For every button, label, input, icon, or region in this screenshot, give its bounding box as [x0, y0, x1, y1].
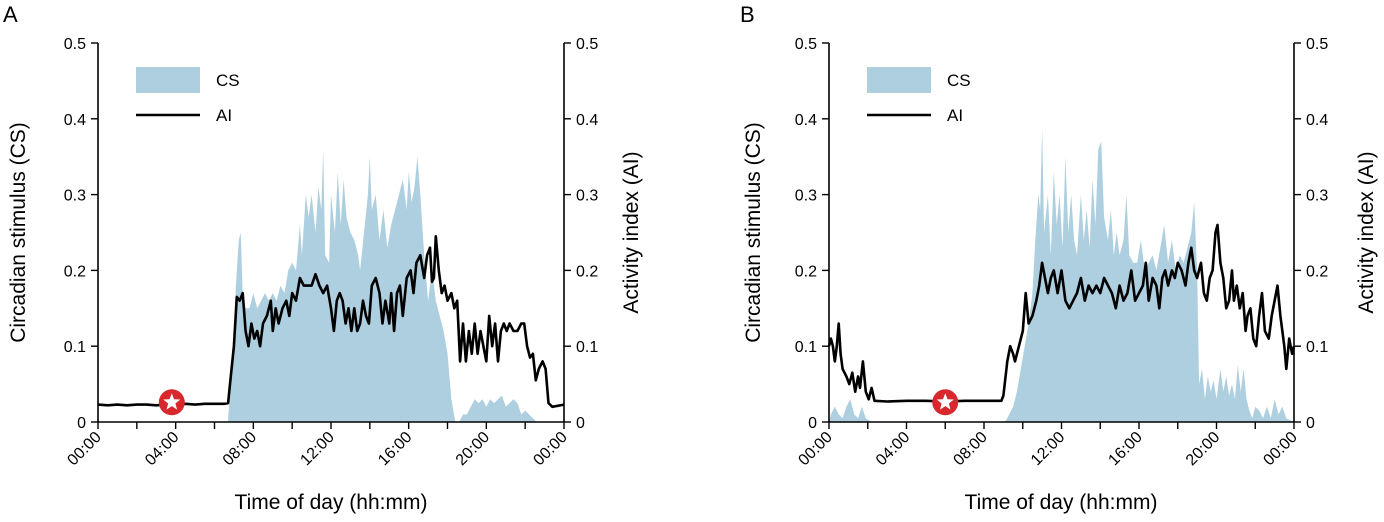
y-axis-title-right: Activity index (AI)	[1355, 151, 1378, 313]
x-axis-title: Time of day (hh:mm)	[235, 491, 428, 514]
legend-cs-label: CS	[947, 71, 971, 90]
x-tick-label: 00:00	[795, 429, 835, 469]
x-tick-label: 08:00	[220, 429, 260, 469]
y-tick-label-left: 0	[808, 415, 817, 432]
y-tick-label-left: 0.1	[795, 339, 817, 356]
x-tick-label: 08:00	[950, 429, 990, 469]
y-tick-label-right: 0.3	[1306, 188, 1328, 205]
y-tick-label-right: 0.1	[576, 339, 598, 356]
y-tick-label-left: 0.5	[64, 36, 86, 53]
x-tick-label: 00:00	[530, 429, 570, 469]
x-tick-label: 20:00	[1183, 429, 1223, 469]
y-tick-label-left: 0.2	[64, 263, 86, 280]
x-tick-label: 16:00	[1105, 429, 1145, 469]
y-tick-label-left: 0	[77, 415, 86, 432]
star-shape	[163, 393, 181, 410]
panel-b: B 0 0 0.1 0.1 0.2 0.2 0.3 0.3 0.4 0.4 0.5 0.5 00:00 04…	[740, 2, 1378, 514]
x-tick-label: 00:00	[1260, 429, 1300, 469]
legend-cs-swatch	[136, 67, 200, 93]
star-shape	[936, 393, 954, 410]
y-tick-label-right: 0.3	[576, 188, 598, 205]
x-tick-label: 12:00	[297, 429, 337, 469]
y-tick-label-left: 0.2	[795, 263, 817, 280]
y-tick-label-left: 0.5	[795, 36, 817, 53]
ai-line	[97, 235, 565, 409]
y-tick-label-left: 0.3	[795, 188, 817, 205]
x-tick-label: 20:00	[453, 429, 493, 469]
legend-ai-label: AI	[216, 106, 232, 125]
y-axis-title-left: Circadian stimulus (CS)	[7, 122, 30, 343]
legend-ai-label: AI	[947, 106, 963, 125]
y-tick-label-right: 0.1	[1306, 339, 1328, 356]
x-tick-label: 12:00	[1028, 429, 1068, 469]
x-axis-title: Time of day (hh:mm)	[965, 491, 1158, 514]
y-tick-label-left: 0.4	[64, 112, 86, 129]
y-tick-label-left: 0.1	[64, 339, 86, 356]
y-axis-title-left: Circadian stimulus (CS)	[742, 122, 765, 343]
y-axis-title-right: Activity index (AI)	[620, 151, 643, 313]
legend-cs-swatch	[867, 67, 931, 93]
star-marker-icon	[932, 389, 959, 416]
y-tick-label-right: 0.2	[1306, 263, 1328, 280]
y-tick-label-left: 0.3	[64, 188, 86, 205]
x-tick-label: 16:00	[375, 429, 415, 469]
legend: CS AI	[136, 67, 240, 125]
x-tick-label: 04:00	[142, 429, 182, 469]
y-tick-label-right: 0.2	[576, 263, 598, 280]
legend: CS AI	[867, 67, 971, 125]
y-tick-label-right: 0	[1306, 415, 1315, 432]
y-tick-label-right: 0.4	[1306, 112, 1328, 129]
y-tick-label-right: 0.5	[1306, 36, 1328, 53]
y-tick-label-right: 0.4	[576, 112, 598, 129]
star-marker-icon	[158, 389, 185, 416]
y-tick-label-left: 0.4	[795, 112, 817, 129]
x-tick-label: 04:00	[873, 429, 913, 469]
cs-area	[98, 149, 564, 422]
panel-label: A	[3, 2, 18, 27]
x-tick-label: 00:00	[64, 429, 104, 469]
y-tick-label-right: 0.5	[576, 36, 598, 53]
legend-cs-label: CS	[216, 71, 240, 90]
panel-label: B	[740, 2, 755, 27]
panel-a: A 0 0 0.1 0.1 0.2 0.2 0.3 0.3 0.4 0.4 0.5 0.5 00:00 04…	[3, 2, 643, 514]
y-tick-label-right: 0	[576, 415, 585, 432]
ai-line	[827, 223, 1296, 403]
